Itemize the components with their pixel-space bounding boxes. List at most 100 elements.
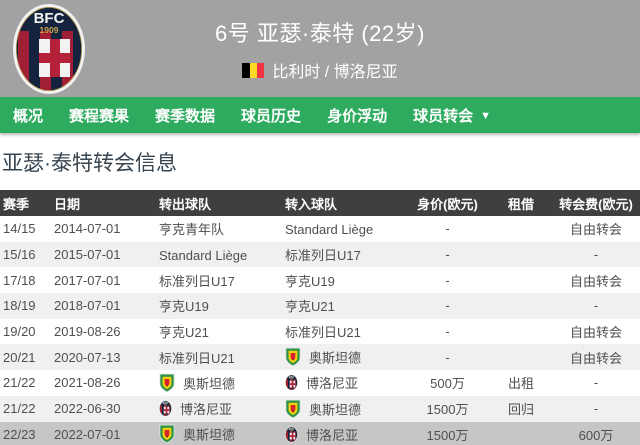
cell-transfer-fee: 自由转会: [569, 325, 622, 341]
cell-from-team: 标准列日U17: [159, 273, 235, 289]
cell-market-value: -: [445, 221, 450, 237]
table-row: 15/16 2015-07-01 Standard Liège 标准列日U17 …: [0, 241, 640, 268]
cell-season: 20/21: [3, 349, 36, 365]
table-row: 20/21 2020-07-13 标准列日U21 奥斯坦德 - 自由转会: [0, 344, 640, 371]
main-nav: 概况 赛程赛果 赛季数据 球员历史 身价浮动 球员转会 ▼: [0, 97, 640, 133]
nav-item-market-value[interactable]: 身价浮动: [327, 107, 388, 125]
cell-transfer-fee: -: [593, 247, 599, 263]
table-row: 19/20 2019-08-26 亨克U21 标准列日U21 - 自由转会: [0, 319, 640, 345]
table-row: 17/18 2017-07-01 标准列日U17 亨克U19 - 自由转会: [0, 267, 640, 293]
cell-loan-status: 出租: [507, 376, 534, 392]
cell-season: 15/16: [3, 247, 36, 263]
cell-date: 2022-06-30: [54, 401, 121, 417]
table-header-row: 赛季 日期 转出球队 转入球队 身价(欧元) 租借 转会费(欧元): [0, 190, 640, 216]
cell-date: 2017-07-01: [54, 272, 121, 288]
cell-to-team: Standard Liège: [285, 221, 374, 237]
nav-item-fixtures[interactable]: 赛程赛果: [69, 107, 130, 125]
cell-season: 22/23: [3, 426, 36, 442]
table-row: 21/22 2021-08-26 奥斯坦德 博洛尼亚 500万 出租 -: [0, 370, 640, 396]
cell-date: 2018-07-01: [54, 298, 121, 314]
cell-market-value: -: [445, 349, 450, 365]
to-team-crest-icon: [285, 347, 301, 367]
cell-market-value: -: [445, 247, 450, 263]
cell-loan-status: [490, 344, 552, 370]
cell-transfer-fee: -: [593, 401, 599, 417]
cell-to-team: 博洛尼亚: [278, 370, 405, 396]
nav-item-transfers[interactable]: 球员转会 ▼: [413, 107, 491, 125]
cell-transfer-fee: 自由转会: [569, 350, 622, 366]
nav-item-season-stats[interactable]: 赛季数据: [155, 107, 216, 125]
cell-date: 2014-07-01: [54, 221, 121, 237]
section-title: 亚瑟·泰特转会信息: [2, 152, 177, 175]
cell-to-team: 奥斯坦德: [278, 344, 405, 370]
table-row: 21/22 2022-06-30 博洛尼亚 奥斯坦德 1500万 回归 -: [0, 395, 640, 422]
from-team-crest-icon: [159, 424, 175, 444]
cell-loan-status: 回归: [507, 402, 534, 418]
col-fee: 转会费(欧元): [552, 190, 640, 216]
to-team-crest-icon: [285, 399, 301, 419]
cell-transfer-fee: 自由转会: [569, 222, 622, 238]
chevron-down-icon: ▼: [480, 109, 491, 122]
belgium-flag-icon: [242, 62, 265, 78]
nav-item-overview[interactable]: 概况: [13, 107, 44, 125]
col-loan: 租借: [490, 190, 552, 216]
cell-from-team: 奥斯坦德: [150, 370, 278, 396]
cell-market-value: -: [445, 324, 450, 340]
col-from: 转出球队: [150, 190, 278, 216]
cell-market-value: -: [445, 272, 450, 288]
cell-from-team: Standard Liège: [159, 247, 248, 263]
cell-to-team: 博洛尼亚: [278, 422, 405, 445]
cell-date: 2019-08-26: [54, 324, 121, 340]
cell-loan-status: [490, 242, 552, 268]
cell-market-value: 1500万: [426, 402, 469, 418]
cell-to-team: 标准列日U17: [285, 248, 361, 264]
cell-season: 19/20: [3, 324, 36, 340]
nav-item-player-history[interactable]: 球员历史: [241, 107, 302, 125]
cell-transfer-fee: -: [593, 298, 599, 314]
cell-market-value: 1500万: [426, 427, 469, 443]
cell-to-team: 奥斯坦德: [278, 396, 405, 422]
nationality-club-label: 比利时 / 博洛尼亚: [272, 64, 398, 81]
table-row: 18/19 2018-07-01 亨克U19 亨克U21 - -: [0, 293, 640, 319]
bologna-club-crest-icon: [12, 3, 86, 95]
from-team-crest-icon: [159, 400, 172, 417]
table-row: 22/23 2022-07-01 奥斯坦德 博洛尼亚 1500万 600万: [0, 421, 640, 445]
cell-loan-status: [490, 422, 552, 445]
cell-from-team: 亨克U21: [159, 325, 209, 341]
cell-date: 2015-07-01: [54, 247, 121, 263]
cell-transfer-fee: 自由转会: [569, 273, 622, 289]
player-header: 6号 亚瑟·泰特 (22岁) 比利时 / 博洛尼亚: [0, 0, 640, 97]
cell-from-team: 亨克U19: [159, 299, 209, 315]
cell-loan-status: [490, 267, 552, 293]
cell-transfer-fee: -: [593, 375, 599, 391]
cell-date: 2020-07-13: [54, 349, 121, 365]
col-season: 赛季: [0, 190, 46, 216]
cell-loan-status: [490, 319, 552, 345]
cell-season: 21/22: [3, 401, 36, 417]
col-value: 身价(欧元): [405, 190, 490, 216]
transfer-table: 赛季 日期 转出球队 转入球队 身价(欧元) 租借 转会费(欧元) 14/15 …: [0, 190, 640, 445]
player-title: 6号 亚瑟·泰特 (22岁): [215, 21, 425, 46]
cell-from-team: 奥斯坦德: [150, 422, 278, 445]
cell-market-value: 500万: [430, 376, 465, 392]
cell-season: 17/18: [3, 272, 36, 288]
cell-market-value: -: [445, 298, 450, 314]
cell-to-team: 亨克U19: [285, 273, 335, 289]
cell-season: 21/22: [3, 375, 36, 391]
cell-to-team: 亨克U21: [285, 299, 335, 315]
from-team-crest-icon: [159, 373, 175, 393]
cell-date: 2022-07-01: [54, 426, 121, 442]
table-row: 14/15 2014-07-01 亨克青年队 Standard Liège - …: [0, 216, 640, 242]
cell-season: 18/19: [3, 298, 36, 314]
cell-transfer-fee: 600万: [578, 427, 614, 443]
col-date: 日期: [46, 190, 150, 216]
cell-from-team: 博洛尼亚: [150, 396, 278, 422]
to-team-crest-icon: [285, 426, 298, 443]
to-team-crest-icon: [285, 374, 298, 391]
cell-season: 14/15: [3, 221, 36, 237]
cell-from-team: 标准列日U21: [159, 350, 235, 366]
cell-date: 2021-08-26: [54, 375, 121, 391]
cell-from-team: 亨克青年队: [159, 222, 225, 238]
cell-loan-status: [490, 293, 552, 319]
